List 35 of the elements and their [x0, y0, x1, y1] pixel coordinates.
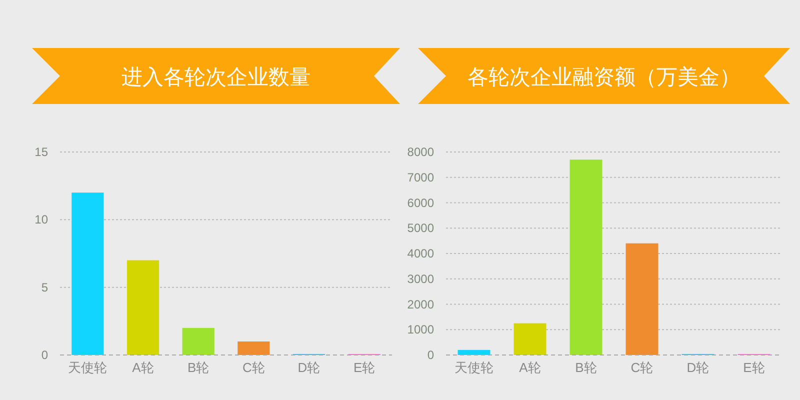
x-tick-label: C轮	[630, 360, 654, 375]
y-tick-label: 8000	[407, 145, 434, 159]
x-tick-label: C轮	[242, 360, 265, 375]
x-tick-label: 天使轮	[454, 360, 494, 375]
bar	[72, 192, 104, 355]
x-tick-label: B轮	[187, 360, 210, 375]
x-tick-label: D轮	[686, 360, 710, 375]
bar	[626, 243, 658, 355]
chart-title: 进入各轮次企业数量	[122, 66, 310, 89]
y-tick-label: 6000	[407, 196, 434, 210]
y-tick-label: 3000	[407, 272, 434, 286]
x-tick-label: B轮	[575, 360, 597, 375]
y-tick-label: 4000	[407, 246, 434, 260]
bar	[570, 160, 602, 355]
x-tick-label: D轮	[298, 360, 320, 375]
x-tick-label: 天使轮	[68, 360, 108, 375]
y-tick-label: 7000	[407, 170, 434, 184]
x-tick-label: A轮	[132, 360, 154, 375]
y-tick-label: 10	[34, 212, 48, 227]
bar	[458, 350, 490, 355]
y-tick-label: 15	[34, 145, 48, 159]
x-tick-label: A轮	[519, 360, 541, 375]
bar	[182, 328, 214, 355]
bar	[238, 341, 270, 355]
x-tick-label: E轮	[353, 360, 376, 375]
bar	[126, 260, 160, 355]
y-tick-label: 0	[41, 348, 48, 362]
y-tick-label: 5	[41, 280, 48, 294]
chart-title: 各轮次企业融资额（万美金）	[468, 66, 740, 89]
y-tick-label: 2000	[407, 297, 434, 312]
y-tick-label: 0	[427, 348, 434, 362]
y-tick-label: 5000	[407, 221, 434, 236]
bar	[514, 323, 546, 355]
y-tick-label: 1000	[407, 322, 434, 337]
x-tick-label: E轮	[743, 360, 765, 375]
